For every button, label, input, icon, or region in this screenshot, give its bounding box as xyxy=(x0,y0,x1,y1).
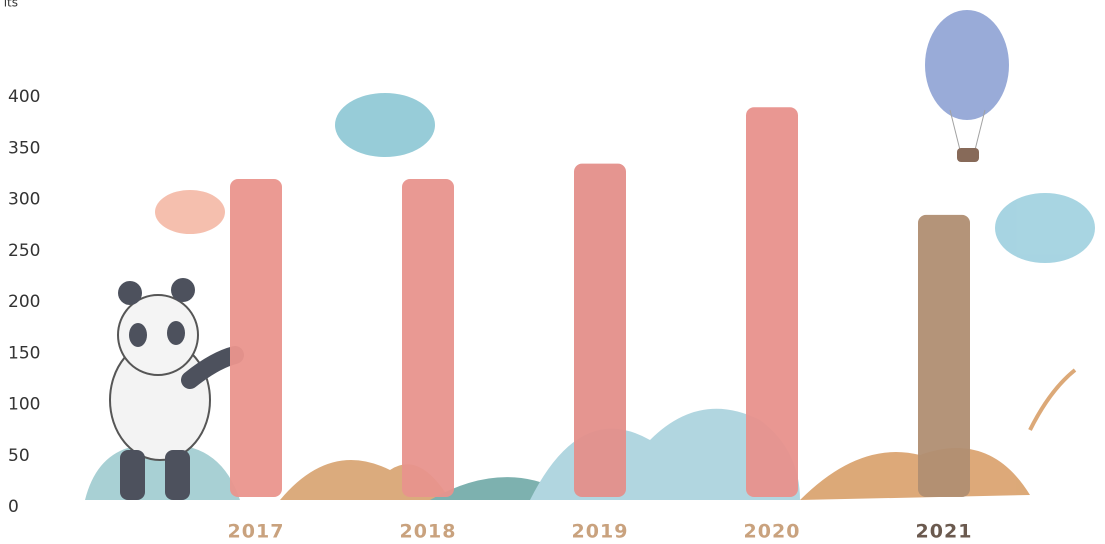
bar xyxy=(918,214,970,497)
bar xyxy=(746,107,798,497)
y-tick-label: 200 xyxy=(8,292,40,312)
y-tick-label: 250 xyxy=(8,241,40,261)
y-tick-label: 300 xyxy=(8,190,40,210)
bar xyxy=(230,179,282,497)
bar xyxy=(574,163,626,497)
y-tick-label: 50 xyxy=(8,446,30,466)
y-tick-label: 100 xyxy=(8,395,40,415)
x-tick-label: 2017 xyxy=(228,521,285,543)
x-tick-label: 2019 xyxy=(572,521,629,543)
bar xyxy=(402,179,454,497)
x-tick-label: 2018 xyxy=(400,521,457,543)
x-tick-label: 2021 xyxy=(916,521,973,543)
y-tick-label: 350 xyxy=(8,138,40,158)
y-tick-label: 150 xyxy=(8,343,40,363)
y-axis-label: its xyxy=(4,0,18,10)
y-tick-label: 0 xyxy=(8,497,19,517)
y-tick-label: 400 xyxy=(8,87,40,107)
x-tick-label: 2020 xyxy=(744,521,801,543)
